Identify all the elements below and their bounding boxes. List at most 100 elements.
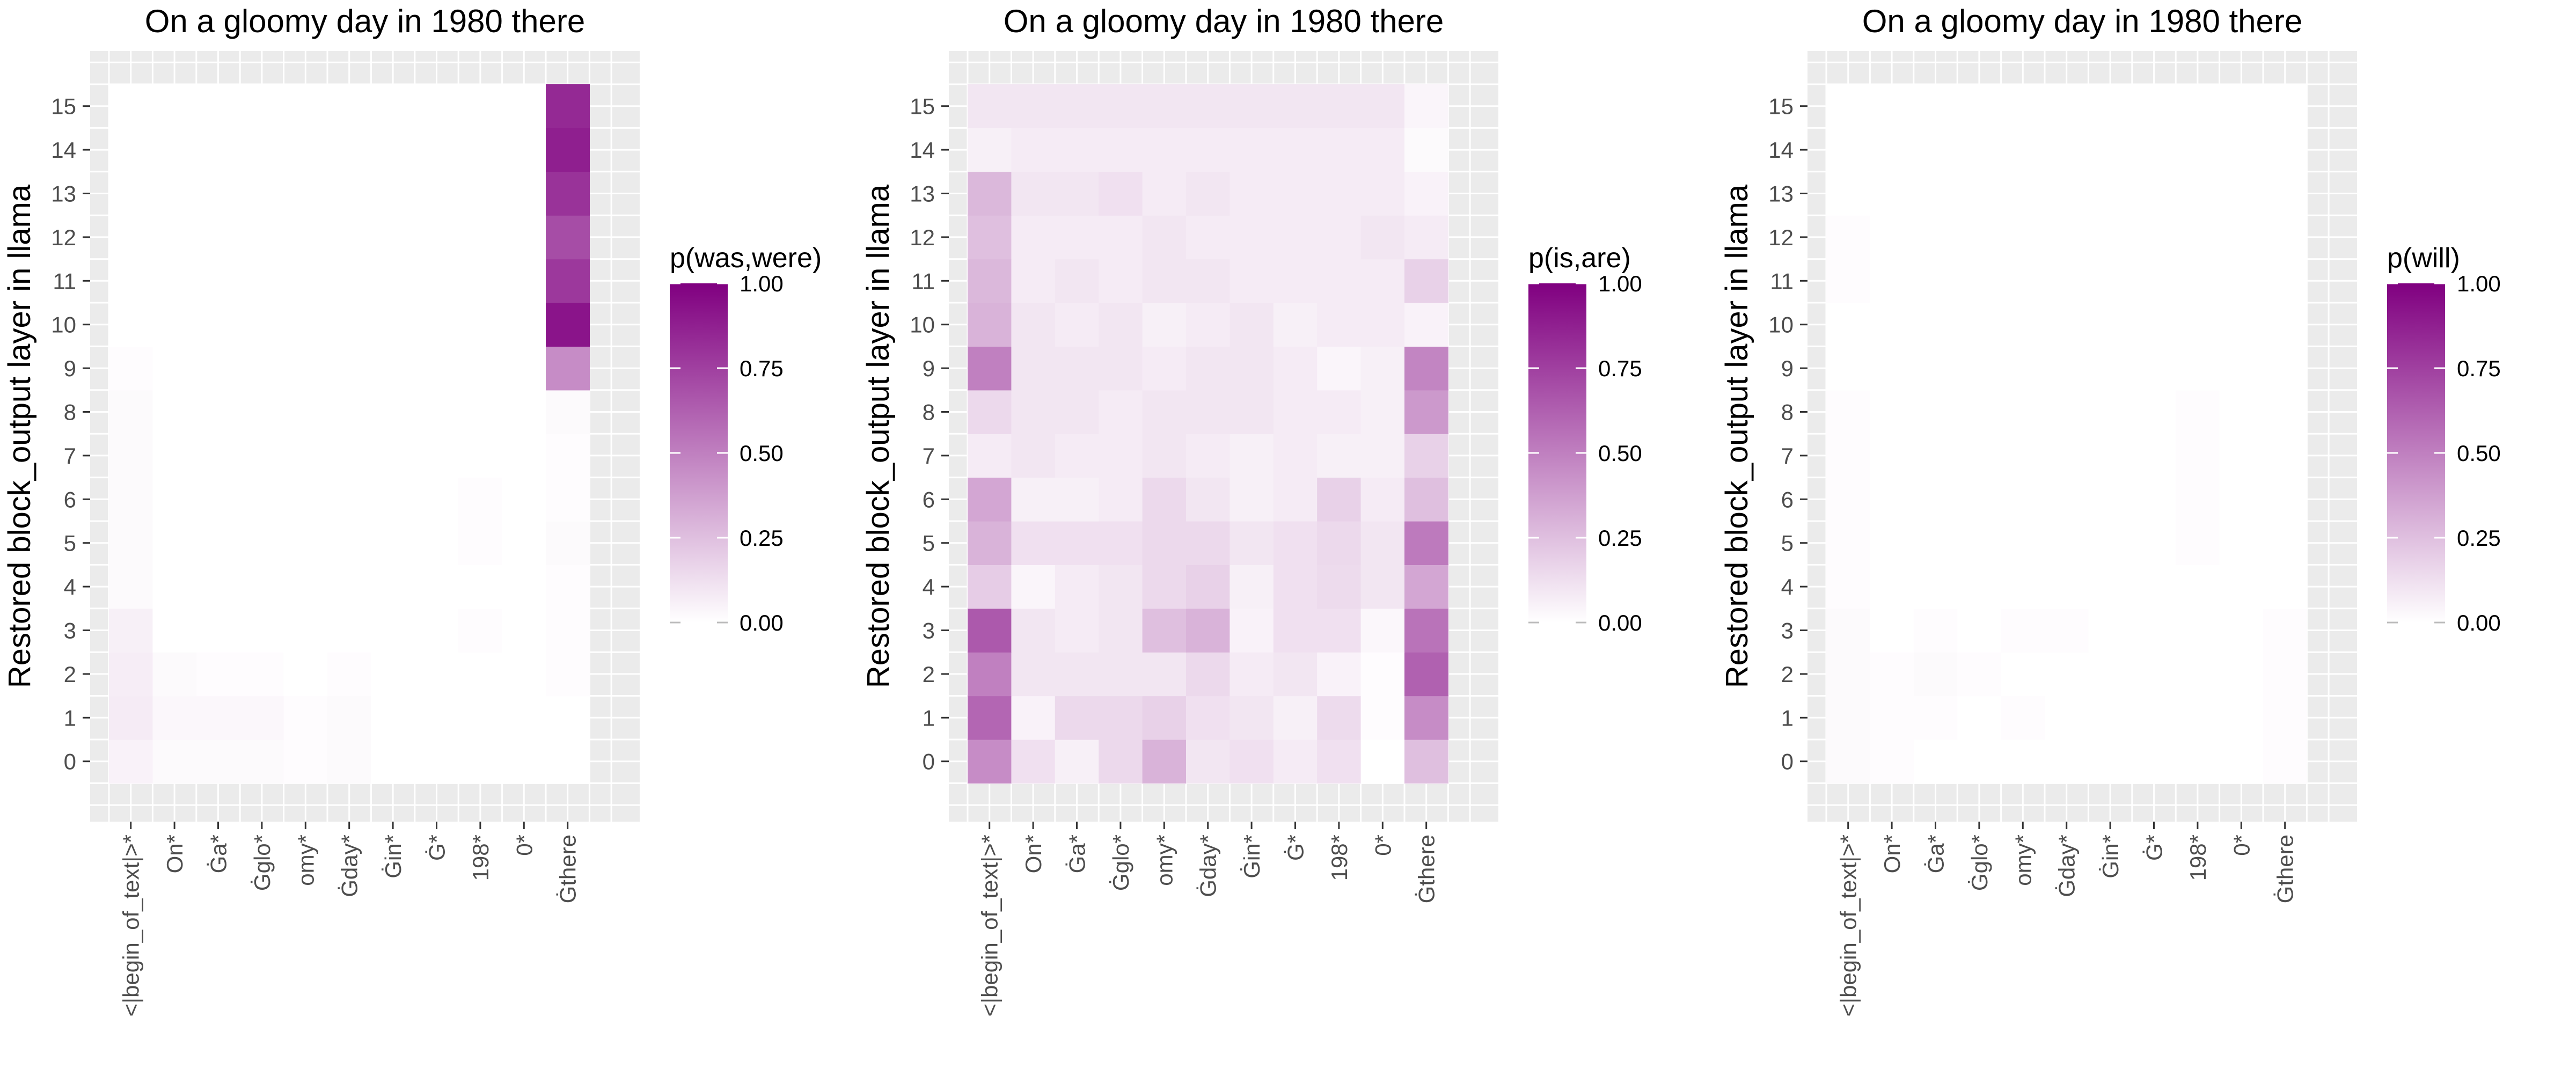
y-tick-label: 1 [1781,705,1794,730]
heatmap-cell [414,608,459,653]
heatmap-cell [196,259,240,303]
chart-title: On a gloomy day in 1980 there [1004,3,1444,39]
y-tick-label: 10 [51,312,76,338]
heatmap-cell [152,171,197,216]
heatmap-cell [2088,652,2133,697]
heatmap-cell [968,390,1012,434]
heatmap-cell [2263,346,2307,391]
heatmap-cell [1957,521,2002,565]
heatmap-cell [1957,390,2002,434]
heatmap-cell [1317,696,1362,740]
heatmap-cell [371,390,415,434]
heatmap-tiles [968,84,1448,784]
y-tick-label: 1 [923,705,935,730]
heatmap-cell [152,652,197,697]
heatmap-cell [152,434,197,478]
heatmap-cell [109,740,153,784]
heatmap-cell [1870,477,1914,522]
legend-tick-label: 1.00 [740,271,784,296]
heatmap-cell [1913,521,1958,565]
heatmap-cell [1826,259,1870,303]
legend-tick-label: 0.75 [2457,356,2501,381]
heatmap-cell [458,740,503,784]
heatmap-cell [283,696,328,740]
heatmap-cell [1957,128,2002,172]
heatmap-cell [2263,565,2307,609]
x-tick-label: <|begin_of_text|>* [977,835,1002,1016]
heatmap-cell [283,477,328,522]
y-tick-label: 10 [910,312,935,338]
heatmap-cell [2176,303,2220,347]
y-tick-label: 5 [1781,531,1794,556]
heatmap-cell [968,346,1012,391]
heatmap-cell [196,608,240,653]
legend-tick-label: 0.00 [740,610,784,635]
heatmap-cell [196,346,240,391]
heatmap-cell [1913,346,1958,391]
heatmap-cell [283,84,328,128]
heatmap-cell [1011,477,1056,522]
heatmap-cell [109,608,153,653]
heatmap-cell [283,608,328,653]
x-tick-label: Ġthere [2273,835,2298,903]
heatmap-cell [2045,477,2089,522]
heatmap-cell [1142,84,1187,128]
heatmap-cell [1011,652,1056,697]
legend-tick-label: 0.25 [2457,525,2501,551]
heatmap-cell [1230,259,1274,303]
heatmap-cell [458,477,503,522]
heatmap-cell [1360,84,1405,128]
heatmap-cell [1011,696,1056,740]
y-tick-label: 4 [64,574,76,599]
heatmap-cell [1142,171,1187,216]
heatmap-cell [1826,696,1870,740]
heatmap-cell [1957,608,2002,653]
heatmap-cell [1273,259,1318,303]
x-axis: <|begin_of_text|>* On* Ġa* Ġglo* omy* Ġday* Ġi… [119,822,581,1016]
legend-title: p(will) [2387,243,2460,274]
heatmap-cell [371,346,415,391]
heatmap-cell [502,128,546,172]
heatmap-cell [1957,565,2002,609]
heatmap-cell [1957,434,2002,478]
heatmap-cell [152,608,197,653]
heatmap-cell [2176,128,2220,172]
heatmap-cell [371,740,415,784]
heatmap-cell [327,84,371,128]
heatmap-cell [1273,346,1318,391]
y-tick-label: 4 [1781,574,1794,599]
x-tick-label: 198* [2185,835,2211,881]
heatmap-cell [546,171,590,216]
heatmap-cell [1957,215,2002,260]
x-tick-label: Ġa* [1923,835,1949,873]
heatmap-cell [2132,171,2176,216]
heatmap-cell [502,477,546,522]
heatmap-cell [1273,477,1318,522]
heatmap-cell [196,128,240,172]
heatmap-cell [1099,215,1143,260]
heatmap-cell [1142,259,1187,303]
heatmap-cell [240,740,284,784]
heatmap-cell [1142,565,1187,609]
heatmap-cell [546,652,590,697]
x-tick-label: On* [1021,835,1046,873]
heatmap-cell [1913,565,1958,609]
heatmap-cell [1186,303,1230,347]
heatmap-cell [1230,215,1274,260]
heatmap-cell [240,652,284,697]
heatmap-cell [546,259,590,303]
y-tick-label: 13 [51,181,76,207]
y-tick-label: 2 [64,662,76,687]
y-tick-label: 1 [64,705,76,730]
heatmap-cell [414,434,459,478]
heatmap-cell [1099,652,1143,697]
heatmap-cell [1186,521,1230,565]
heatmap-cell [283,171,328,216]
heatmap-cell [414,303,459,347]
x-tick-label: Ġ* [425,835,450,861]
heatmap-cell [1957,740,2002,784]
heatmap-cell [546,608,590,653]
heatmap-cell [1186,84,1230,128]
